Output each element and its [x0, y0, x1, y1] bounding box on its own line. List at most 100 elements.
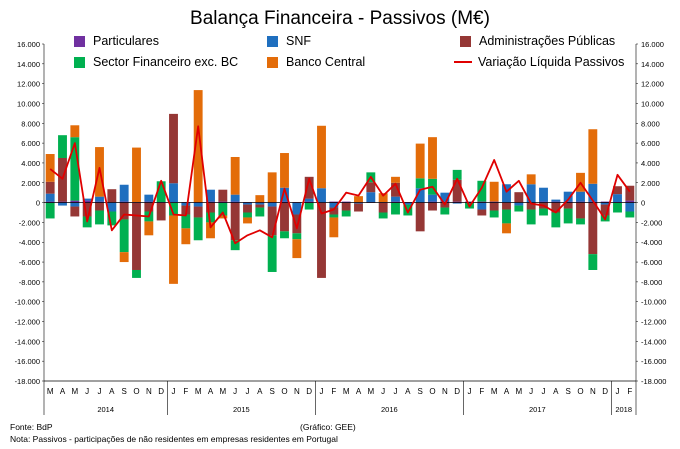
bar-2-45 [600, 204, 610, 216]
x-year-label: 2014 [97, 405, 114, 414]
bar-3-36 [489, 210, 499, 218]
x-month-label: M [343, 387, 350, 396]
bar-0-13 [206, 201, 215, 203]
bar-4-6 [119, 252, 129, 263]
y-tick-label-left: 0 [36, 199, 40, 208]
bar-2-5 [107, 189, 117, 203]
bar-1-20 [292, 202, 302, 215]
y-tick-label-right: -10.000 [641, 298, 666, 307]
bar-0-19 [280, 201, 289, 203]
bar-1-6 [119, 184, 129, 202]
y-tick-label-left: 2.000 [21, 179, 40, 188]
bar-3-19 [280, 231, 289, 239]
x-month-label: J [320, 387, 324, 396]
legend-swatch-banco-central [267, 56, 278, 68]
legend-swatch-particulares [74, 35, 85, 47]
bar-3-23 [329, 214, 339, 218]
bar-4-44 [588, 129, 598, 184]
x-month-label: A [356, 387, 362, 396]
line-layer [49, 125, 631, 245]
bar-3-15 [230, 240, 240, 251]
y-tick-label-right: 12.000 [641, 80, 664, 89]
legend-label-administracoes-publicas: Administrações Públicas [479, 34, 616, 48]
bar-3-24 [341, 210, 351, 217]
bar-4-19 [280, 153, 289, 188]
x-month-label: M [47, 387, 54, 396]
bar-3-44 [588, 254, 598, 270]
x-month-label: N [146, 387, 152, 396]
y-tick-label-right: 14.000 [641, 60, 664, 69]
x-month-label: F [479, 387, 484, 396]
bar-4-10 [169, 215, 178, 284]
y-tick-label-right: 10.000 [641, 99, 664, 108]
bar-1-44 [588, 183, 598, 202]
bars-layer [45, 90, 635, 284]
legend-label-snf: SNF [286, 34, 311, 48]
x-month-label: D [454, 387, 460, 396]
bar-2-41 [551, 202, 561, 213]
legend-item-administracoes-publicas: Administrações Públicas [460, 34, 615, 48]
bar-2-17 [255, 204, 265, 208]
x-month-label: F [627, 387, 632, 396]
x-month-label: D [602, 387, 608, 396]
bar-3-18 [267, 235, 277, 272]
bar-3-29 [403, 204, 413, 216]
bar-3-30 [415, 178, 425, 189]
x-month-label: A [208, 387, 214, 396]
bar-4-28 [391, 176, 400, 183]
y-tick-label-left: 4.000 [21, 159, 40, 168]
bar-4-25 [354, 196, 363, 203]
bar-2-18 [267, 206, 277, 236]
bar-4-16 [243, 217, 252, 224]
bar-2-22 [317, 202, 326, 278]
bar-2-12 [193, 206, 203, 218]
bar-1-23 [329, 202, 339, 208]
x-month-label: A [405, 387, 411, 396]
bar-3-12 [193, 217, 203, 241]
bar-3-16 [243, 212, 252, 218]
y-tick-label-left: -4.000 [19, 238, 40, 247]
y-tick-label-right: -12.000 [641, 318, 666, 327]
x-month-label: N [442, 387, 448, 396]
bar-3-32 [440, 207, 450, 215]
y-tick-label-left: -10.000 [15, 298, 40, 307]
x-month-label: A [109, 387, 115, 396]
x-month-label: F [331, 387, 336, 396]
bar-1-39 [526, 184, 536, 203]
bar-2-24 [341, 202, 351, 211]
bar-2-26 [366, 182, 376, 193]
bar-1-37 [502, 184, 511, 203]
bar-4-36 [489, 181, 499, 202]
x-year-label: 2017 [529, 405, 546, 414]
bar-1-18 [267, 202, 277, 207]
bar-0-15 [230, 201, 240, 203]
bar-2-7 [132, 202, 141, 270]
bar-1-38 [514, 202, 524, 206]
bar-2-20 [292, 214, 302, 234]
bar-1-43 [576, 191, 585, 202]
bar-2-16 [243, 204, 252, 213]
bar-3-0 [45, 202, 55, 219]
bar-0-8 [144, 201, 154, 203]
bar-0-0 [45, 201, 55, 203]
bar-1-28 [391, 196, 400, 202]
bar-3-2 [70, 137, 80, 201]
bar-0-47 [625, 200, 635, 203]
bar-0-41 [551, 201, 561, 203]
legend-label-sector-financeiro: Sector Financeiro exc. BC [93, 55, 239, 69]
bar-0-28 [391, 201, 400, 203]
bar-4-39 [526, 174, 536, 185]
bar-4-18 [267, 172, 277, 203]
bar-3-40 [539, 208, 548, 216]
bar-1-47 [625, 202, 635, 212]
bar-2-19 [280, 202, 289, 232]
x-month-label: N [294, 387, 300, 396]
x-month-label: S [565, 387, 570, 396]
bar-4-30 [415, 143, 425, 179]
bar-3-39 [526, 209, 536, 225]
bar-4-7 [132, 147, 141, 203]
bar-3-13 [206, 212, 215, 223]
bar-3-11 [181, 214, 191, 229]
footnote-source: Fonte: BdP [10, 422, 53, 432]
bar-1-26 [366, 192, 376, 203]
